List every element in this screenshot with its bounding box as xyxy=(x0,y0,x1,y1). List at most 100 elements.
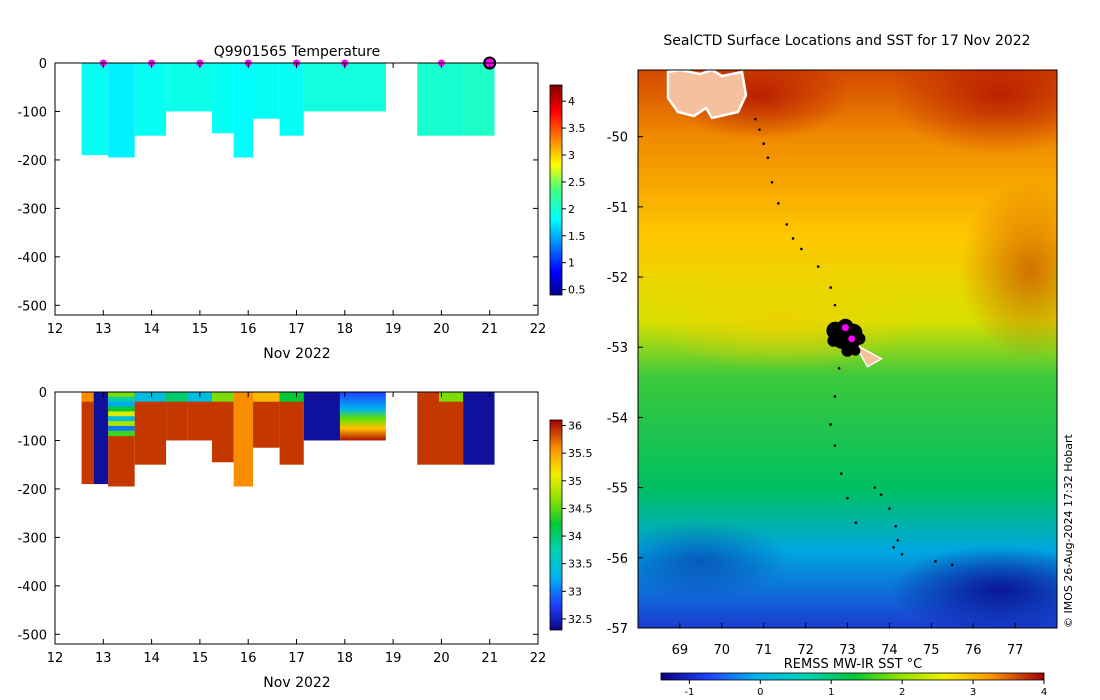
map-y-tick-label: -51 xyxy=(607,201,628,216)
map-x-ticks: 69 70 71 72 73 74 75 76 77 xyxy=(672,623,1023,658)
temperature-cast xyxy=(279,63,304,136)
x-tick-label: 18 xyxy=(337,651,354,666)
temperature-x-ticks: 12 13 14 15 16 17 18 19 20 21 22 xyxy=(47,63,546,337)
temperature-colorbar-ticks: 0.5 1 1.5 2 2.5 3 3.5 4 xyxy=(562,95,586,297)
map-x-tick-label: 76 xyxy=(965,643,982,658)
salinity-cast xyxy=(211,392,234,463)
temperature-cast xyxy=(303,63,386,112)
land-outline xyxy=(666,70,748,120)
colorbar-tick-label: 1 xyxy=(568,257,575,270)
salinity-band xyxy=(108,425,135,432)
map-y-tick-label: -56 xyxy=(607,552,628,567)
salinity-band xyxy=(108,406,135,412)
salinity-surface-layer xyxy=(211,392,234,402)
x-tick-label: 17 xyxy=(288,322,305,337)
colorbar-tick-label: 34 xyxy=(568,530,582,543)
map-x-tick-label: 72 xyxy=(797,643,814,658)
temperature-cast xyxy=(253,63,280,119)
salinity-surface-layer xyxy=(253,392,280,402)
temperature-x-label: Nov 2022 xyxy=(263,346,330,362)
x-tick-label: 21 xyxy=(481,651,498,666)
temperature-cast xyxy=(81,63,109,156)
salinity-cast xyxy=(303,392,340,441)
track-point xyxy=(854,521,858,525)
salinity-colorbar-ticks: 32.5 33 33.5 34 34.5 35 35.5 36 xyxy=(562,420,593,626)
x-tick-label: 22 xyxy=(530,651,547,666)
track-point xyxy=(791,237,795,240)
salinity-colorbar xyxy=(549,419,563,631)
y-tick-label: -200 xyxy=(17,154,47,169)
colorbar-tick-label: 2 xyxy=(568,203,575,216)
track-point xyxy=(879,493,883,496)
track-point xyxy=(785,223,789,226)
colorbar-tick-label: 33 xyxy=(568,585,582,598)
colorbar-tick-label: 35 xyxy=(568,475,582,488)
salinity-surface-layer xyxy=(438,392,464,402)
track-point xyxy=(829,286,833,289)
x-tick-label: 19 xyxy=(385,651,402,666)
x-tick-label: 21 xyxy=(481,322,498,337)
map-colorbar-ticks: -1 0 1 2 3 4 xyxy=(684,680,1047,698)
track-point xyxy=(950,563,954,567)
salinity-cast xyxy=(339,392,386,441)
x-tick-label: 18 xyxy=(337,322,354,337)
temperature-title: Q9901565 Temperature xyxy=(214,44,381,60)
track-point xyxy=(770,181,774,184)
track-point xyxy=(833,303,837,307)
salinity-cast xyxy=(81,392,94,485)
salinity-cast xyxy=(417,392,439,465)
salinity-band xyxy=(108,411,135,417)
y-tick-label: -400 xyxy=(17,251,47,266)
track-point xyxy=(837,367,841,370)
y-tick-label: -500 xyxy=(17,299,47,314)
x-tick-label: 16 xyxy=(240,322,257,337)
x-tick-label: 14 xyxy=(143,322,160,337)
map-x-tick-label: 74 xyxy=(881,643,898,658)
map-y-tick-label: -54 xyxy=(607,411,628,426)
map-y-tick-label: -50 xyxy=(607,131,628,146)
map-colorbar-tick-label: 1 xyxy=(828,687,834,698)
salinity-surface-layer xyxy=(279,392,304,402)
x-tick-label: 16 xyxy=(240,651,257,666)
map-y-tick-label: -53 xyxy=(607,341,628,356)
colorbar-tick-label: 33.5 xyxy=(568,558,593,571)
map-x-tick-label: 70 xyxy=(714,643,731,658)
salinity-y-ticks: 0 -100 -200 -300 -400 -500 xyxy=(17,386,538,643)
colorbar-tick-label: 3.5 xyxy=(568,122,586,135)
salinity-cast xyxy=(463,392,495,465)
y-tick-label: -300 xyxy=(17,531,47,546)
salinity-cast xyxy=(134,392,167,465)
x-tick-label: 13 xyxy=(95,651,112,666)
temperature-cast xyxy=(166,63,212,112)
map-y-tick-label: -55 xyxy=(607,482,628,497)
recent-position-marker xyxy=(848,335,856,343)
map-colorbar-tick-label: 2 xyxy=(899,687,905,698)
track-point xyxy=(800,247,803,251)
temperature-casts xyxy=(81,63,495,158)
x-tick-label: 12 xyxy=(47,322,64,337)
map-title: SealCTD Surface Locations and SST for 17… xyxy=(663,33,1030,49)
cluster-dot xyxy=(827,334,840,347)
x-tick-label: 15 xyxy=(192,322,209,337)
colorbar-tick-label: 0.5 xyxy=(568,284,586,297)
map-x-tick-label: 73 xyxy=(839,643,856,658)
salinity-band xyxy=(108,401,135,408)
track-point xyxy=(833,395,837,398)
map-colorbar-tick-label: 3 xyxy=(970,687,976,698)
cluster-dot xyxy=(841,344,854,357)
track-point xyxy=(762,142,765,145)
x-tick-label: 15 xyxy=(192,651,209,666)
salinity-cast xyxy=(233,392,254,487)
map-colorbar-tick-label: -1 xyxy=(684,687,694,698)
salinity-cast xyxy=(438,392,464,465)
y-tick-label: -400 xyxy=(17,580,47,595)
track-point xyxy=(888,507,891,510)
temperature-y-ticks: 0 -100 -200 -300 -400 -500 xyxy=(17,57,538,314)
salinity-surface-layer xyxy=(81,392,94,402)
cluster-dot xyxy=(850,345,861,356)
x-tick-label: 19 xyxy=(385,322,402,337)
track-wedge xyxy=(853,342,883,368)
track-point xyxy=(900,553,904,556)
track-point xyxy=(894,524,897,528)
temperature-colorbar xyxy=(549,84,563,296)
